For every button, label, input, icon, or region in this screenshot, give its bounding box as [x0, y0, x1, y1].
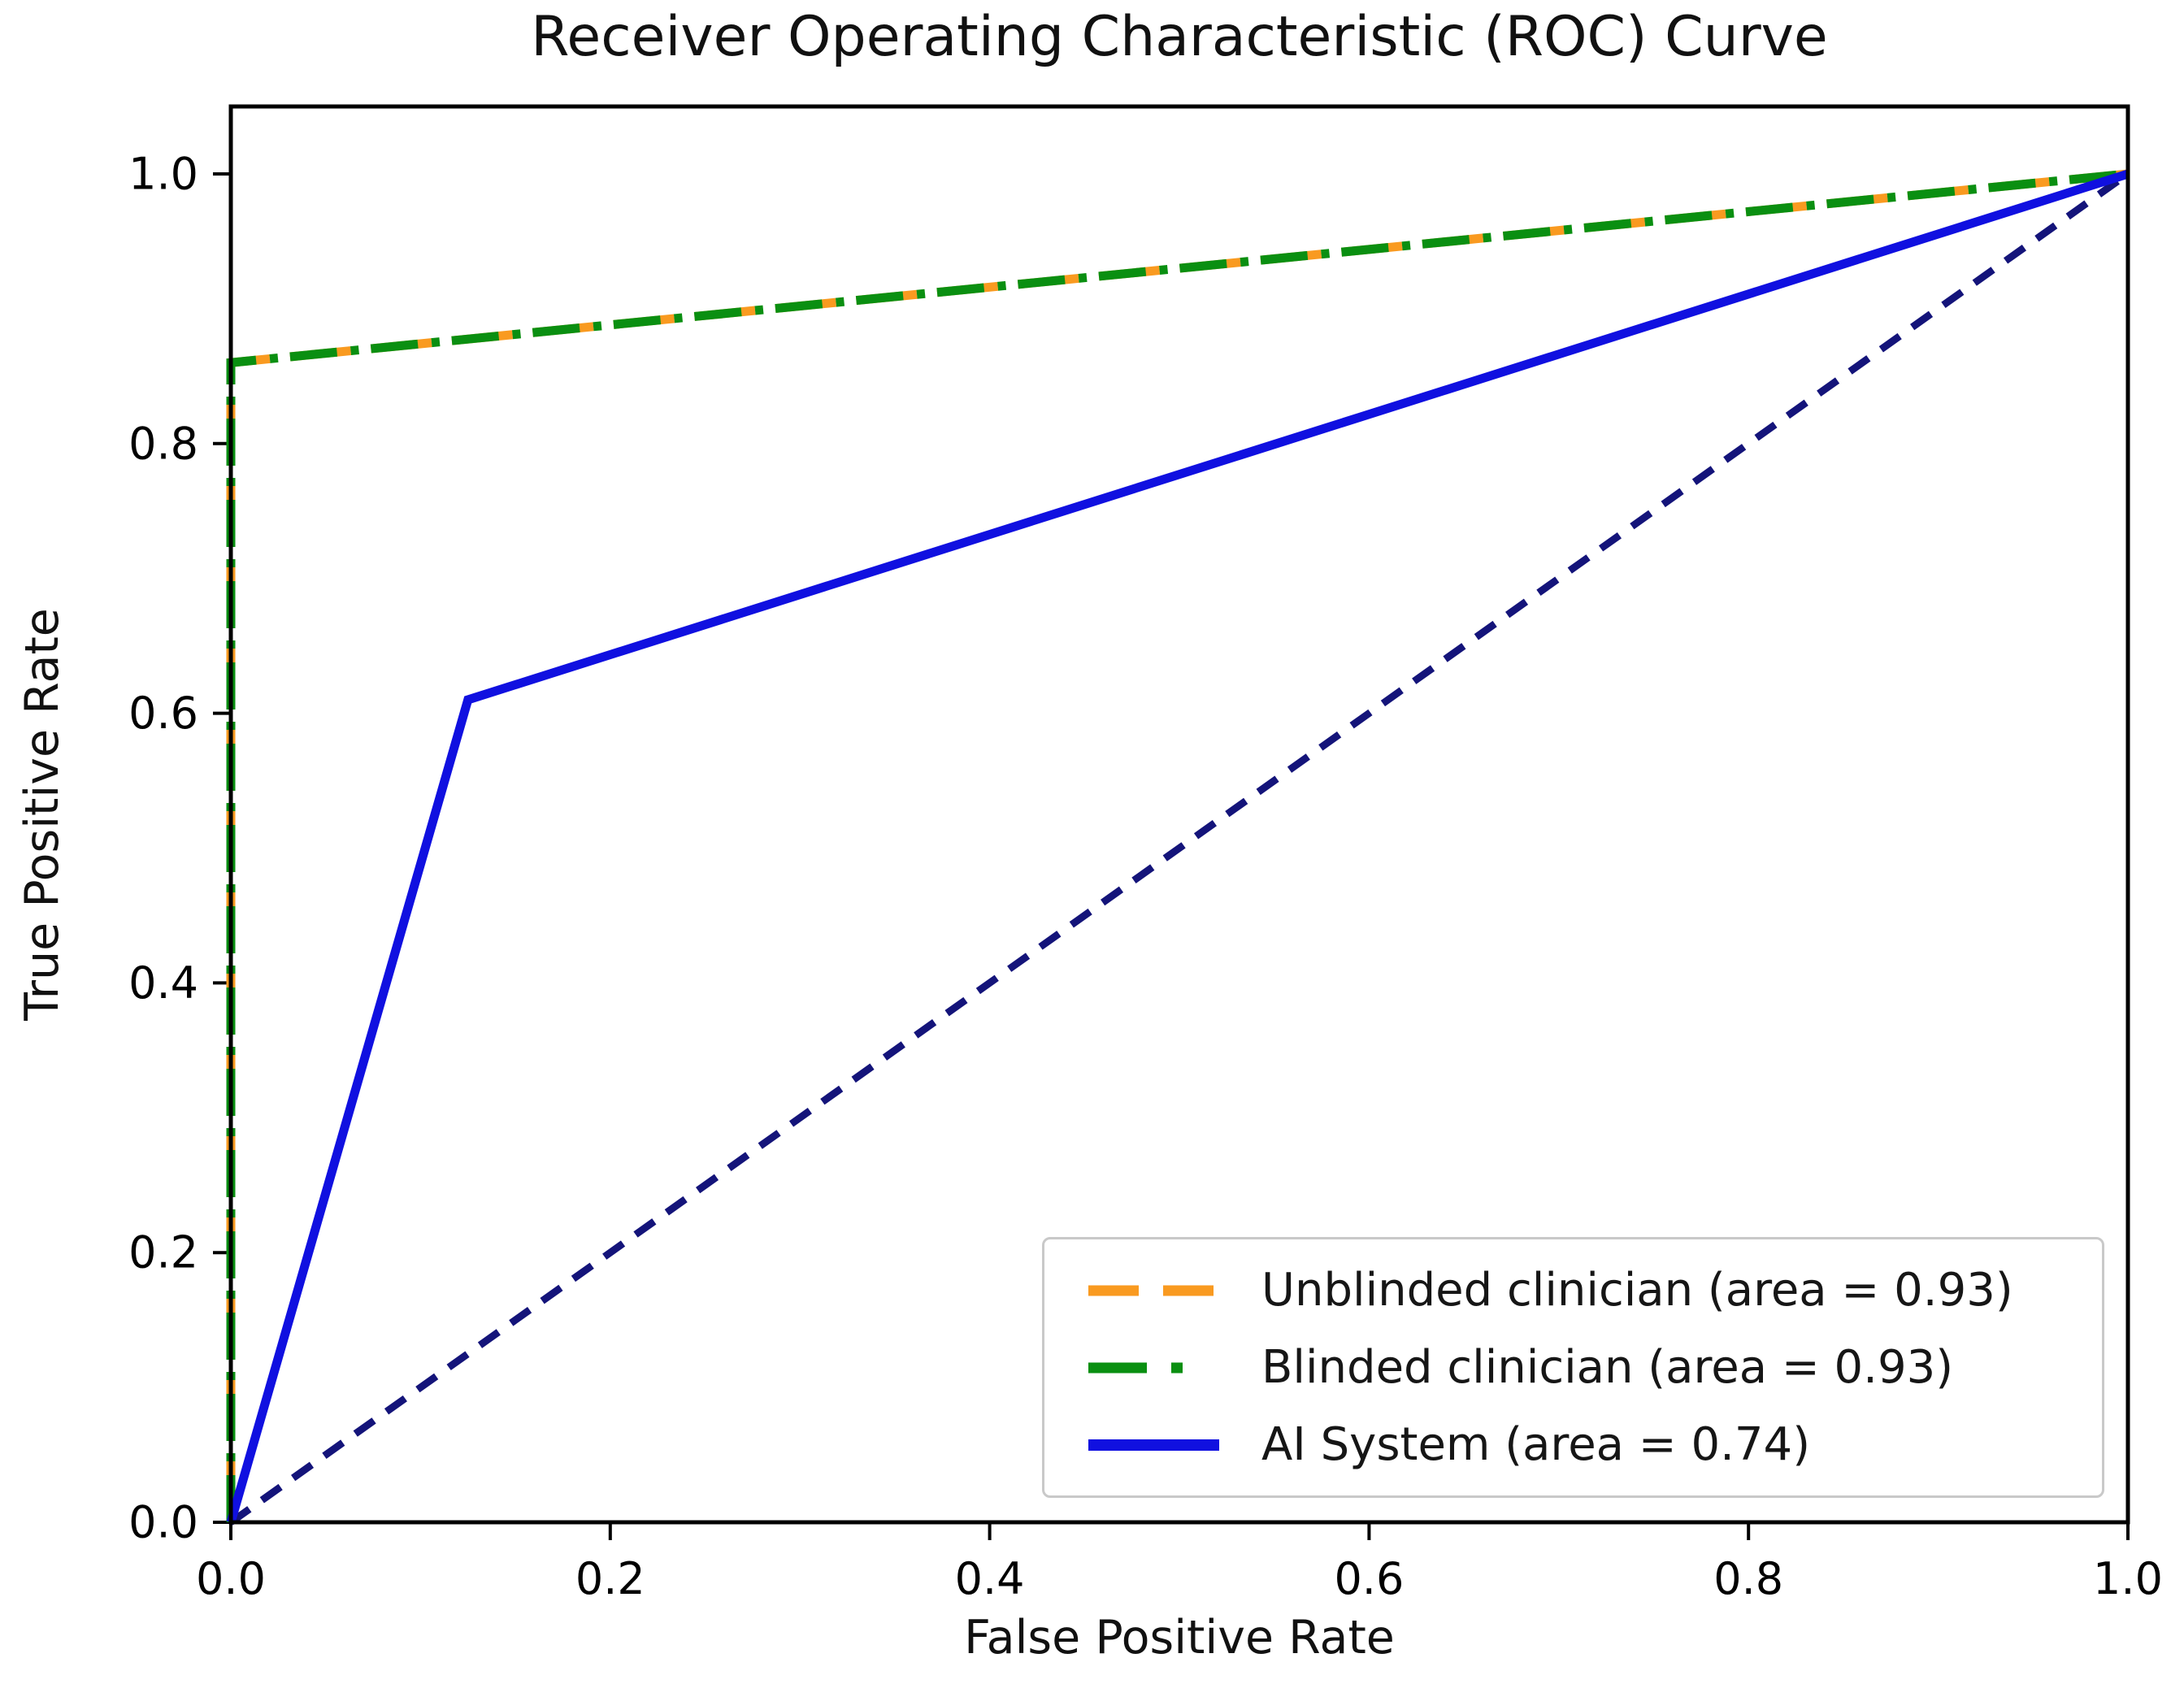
y-tick-label: 0.2	[128, 1227, 198, 1278]
legend-label: AI System (area = 0.74)	[1261, 1418, 1811, 1471]
legend-label: Blinded clinician (area = 0.93)	[1261, 1341, 1954, 1394]
legend-item: AI System (area = 0.74)	[1087, 1418, 2102, 1471]
x-tick-label: 0.0	[196, 1553, 266, 1604]
legend-item: Unblinded clinician (area = 0.93)	[1087, 1264, 2102, 1317]
x-tick-label: 0.2	[575, 1553, 645, 1604]
y-axis-label: True Positive Rate	[15, 608, 69, 1021]
legend-label: Unblinded clinician (area = 0.93)	[1261, 1264, 2013, 1317]
y-tick-label: 0.4	[128, 957, 198, 1009]
chart-title: Receiver Operating Characteristic (ROC) …	[531, 5, 1828, 69]
legend: Unblinded clinician (area = 0.93) Blinde…	[1042, 1237, 2104, 1498]
series-line-2	[226, 169, 2130, 1524]
y-tick-label: 0.0	[128, 1497, 198, 1548]
x-tick-label: 0.6	[1334, 1553, 1404, 1604]
axes-frame	[228, 104, 2130, 1525]
legend-item: Blinded clinician (area = 0.93)	[1087, 1341, 2102, 1394]
legend-dashed-line-icon	[1088, 1285, 1219, 1296]
x-tick-label: 1.0	[2093, 1553, 2163, 1604]
y-tick-label: 1.0	[128, 148, 198, 199]
chance-diagonal-line	[228, 171, 2130, 1526]
x-axis-label: False Positive Rate	[964, 1611, 1395, 1664]
x-tick-label: 0.4	[955, 1553, 1025, 1604]
legend-solid-line-icon	[1088, 1439, 1219, 1451]
y-tick-label: 0.8	[128, 418, 198, 469]
legend-dashdot-line-icon	[1088, 1362, 1219, 1373]
y-tick-label: 0.6	[128, 688, 198, 739]
x-tick-label: 0.8	[1713, 1553, 1783, 1604]
